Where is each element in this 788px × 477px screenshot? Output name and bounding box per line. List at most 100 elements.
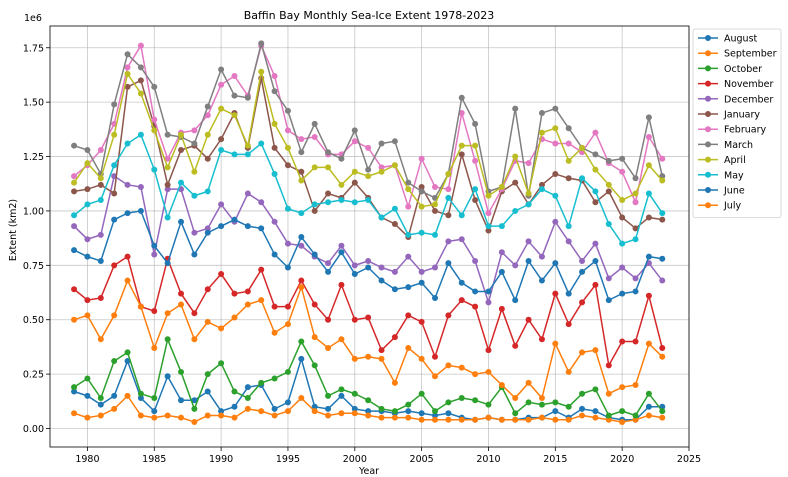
data-point (432, 201, 438, 208)
data-point (391, 408, 398, 415)
data-point (525, 399, 532, 406)
data-point (445, 399, 452, 406)
data-point (391, 268, 398, 275)
data-point (311, 164, 318, 171)
data-point (124, 253, 131, 260)
data-point (284, 205, 291, 212)
data-point (579, 349, 586, 356)
data-point (271, 375, 278, 382)
data-point (84, 375, 91, 382)
data-point (244, 94, 251, 101)
data-point (418, 188, 425, 195)
data-point (97, 181, 104, 188)
data-point (605, 390, 612, 397)
data-point (325, 345, 332, 352)
data-point (338, 281, 345, 288)
data-point (71, 388, 78, 395)
data-point (218, 271, 225, 278)
data-point (71, 384, 78, 391)
data-point (191, 397, 198, 404)
data-point (271, 144, 278, 151)
legend: August September October November December Ja… (692, 28, 782, 218)
legend-marker (705, 65, 711, 72)
data-point (552, 192, 559, 199)
data-point (258, 40, 265, 47)
data-point (538, 253, 545, 260)
data-point (552, 170, 559, 177)
data-point (284, 127, 291, 134)
data-point (619, 214, 626, 221)
data-point (298, 168, 305, 175)
data-point (365, 197, 372, 204)
data-point (538, 401, 545, 408)
data-point (71, 316, 78, 323)
x-tick-label: 2025 (677, 454, 701, 465)
data-point (565, 223, 572, 230)
data-point (271, 251, 278, 258)
data-point (325, 260, 332, 267)
data-point (178, 218, 185, 225)
legend-marker (705, 50, 711, 57)
data-point (645, 390, 652, 397)
data-point (538, 181, 545, 188)
data-point (592, 188, 599, 195)
data-point (365, 397, 372, 404)
data-point (298, 234, 305, 241)
data-point (485, 414, 492, 421)
data-point (391, 286, 398, 293)
data-point (84, 147, 91, 154)
data-point (538, 277, 545, 284)
data-point (645, 412, 652, 419)
data-point (485, 288, 492, 295)
x-tick-label: 2015 (543, 454, 567, 465)
series-line-april (73, 71, 663, 208)
data-point (311, 362, 318, 369)
data-point (632, 175, 639, 182)
grid (50, 26, 690, 447)
data-point (137, 412, 144, 419)
data-point (391, 138, 398, 145)
data-point (97, 197, 104, 204)
data-point (218, 201, 225, 208)
data-point (204, 286, 211, 293)
data-point (231, 151, 238, 158)
data-point (204, 131, 211, 138)
data-point (418, 184, 425, 190)
data-point (605, 297, 612, 304)
data-point (298, 177, 305, 184)
data-point (605, 362, 612, 369)
series-group (71, 40, 666, 425)
data-point (565, 140, 572, 147)
data-point (405, 179, 412, 186)
series-line-june (73, 210, 663, 303)
data-point (284, 162, 291, 169)
data-point (178, 397, 185, 404)
y-tick-label: 0.00 (23, 424, 44, 435)
legend-marker (705, 80, 711, 87)
data-point (258, 297, 265, 304)
data-point (218, 147, 225, 154)
data-point (365, 166, 372, 173)
data-point (405, 401, 412, 408)
data-point (124, 64, 131, 71)
data-point (365, 353, 372, 360)
data-point (71, 212, 78, 219)
data-point (498, 416, 505, 423)
data-point (284, 368, 291, 375)
data-point (218, 81, 225, 88)
data-point (619, 240, 626, 247)
data-point (71, 247, 78, 254)
data-point (498, 268, 505, 275)
data-point (137, 207, 144, 214)
data-point (137, 64, 144, 71)
data-point (164, 373, 171, 380)
data-point (218, 105, 225, 112)
data-point (244, 395, 251, 402)
data-point (418, 229, 425, 236)
data-point (458, 364, 465, 371)
x-tick-label: 2010 (476, 454, 500, 465)
data-point (645, 253, 652, 260)
data-point (378, 264, 385, 271)
data-point (97, 395, 104, 402)
